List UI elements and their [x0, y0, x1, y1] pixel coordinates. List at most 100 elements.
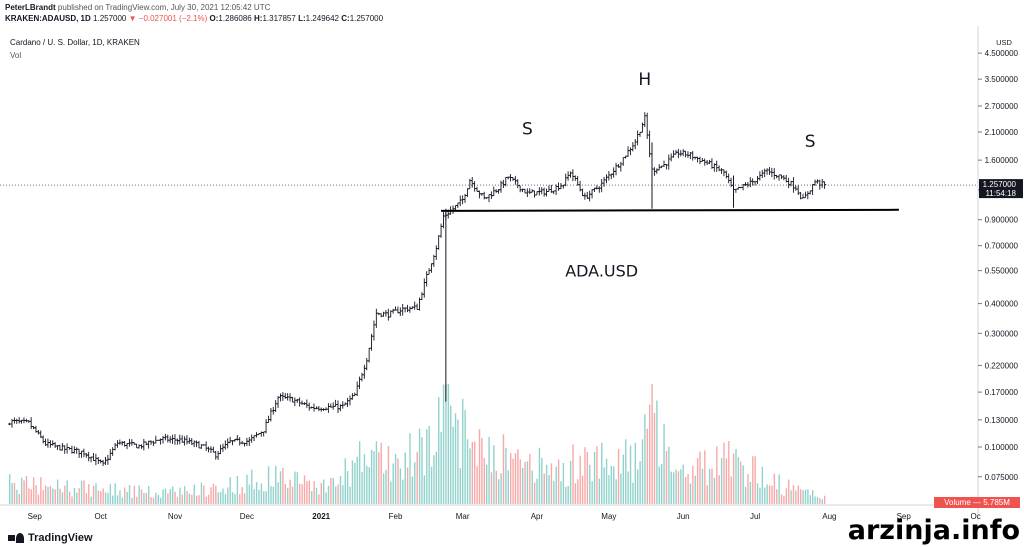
volume-bar	[260, 483, 263, 504]
volume-bar	[358, 441, 361, 504]
volume-bar	[229, 477, 231, 504]
ohlc-bar	[532, 190, 537, 198]
ohlc-bar	[564, 173, 568, 187]
volume-bar	[653, 412, 656, 504]
volume-bar	[452, 426, 454, 504]
volume-bar	[637, 469, 639, 504]
volume-bar	[136, 496, 138, 504]
ohlc-bar	[727, 173, 731, 184]
x-tick-label: Sep	[28, 512, 43, 521]
volume-bar	[227, 487, 229, 504]
ohlc-bar	[662, 160, 666, 168]
ohlc-bar	[147, 440, 151, 449]
ohlc-bar	[298, 397, 302, 407]
volume-bar	[816, 497, 819, 504]
ohlc-bar	[456, 202, 460, 209]
ohlc-bar	[763, 168, 767, 178]
volume-bar	[356, 456, 358, 504]
tradingview-logo[interactable]: TradingView	[8, 532, 93, 544]
ohlc-bar	[283, 393, 287, 399]
ohlc-bar	[206, 446, 211, 453]
volume-bar	[780, 494, 783, 504]
volume-bar	[500, 473, 502, 504]
volume-bar	[771, 485, 773, 504]
volume-bar	[411, 476, 414, 504]
volume-bar	[236, 475, 239, 504]
ohlc-bar	[676, 148, 680, 159]
volume-bar	[613, 466, 615, 504]
volume-bar	[423, 475, 426, 504]
volume-bar	[85, 493, 88, 504]
volume-bar	[699, 451, 701, 504]
y-tick-label: 2.700000	[985, 102, 1019, 111]
volume-bar	[18, 493, 20, 504]
volume-bar	[718, 475, 720, 504]
volume-bar	[246, 474, 248, 504]
ohlc-bar	[345, 397, 350, 408]
ohlc-bar	[166, 434, 170, 443]
volume-bar	[658, 466, 660, 504]
x-tick-label: Oc	[970, 512, 980, 521]
ohlc-bar	[590, 189, 594, 199]
ohlc-bar	[681, 149, 685, 157]
volume-bar	[390, 481, 392, 504]
y-tick-label: 0.700000	[985, 242, 1019, 251]
volume-bar	[809, 495, 812, 504]
volume-bar	[169, 489, 171, 504]
ohlc-bar	[612, 167, 616, 178]
volume-bar	[629, 445, 632, 504]
volume-bar	[617, 449, 620, 504]
volume-bar	[248, 484, 251, 504]
ohlc-bar	[396, 306, 400, 314]
volume-bar	[88, 484, 90, 504]
ohlc-bar	[405, 304, 410, 313]
volume-bar	[183, 486, 186, 504]
volume-bar	[454, 413, 457, 504]
volume-bar	[433, 455, 435, 504]
volume-bar	[406, 467, 409, 504]
volume-bar	[255, 482, 258, 504]
ohlc-bar	[178, 434, 182, 445]
volume-bar	[823, 495, 826, 504]
volume-bar	[282, 467, 284, 504]
y-tick-label: 0.300000	[985, 329, 1019, 338]
volume-bar	[665, 451, 668, 504]
ohlc-bar	[473, 181, 477, 192]
volume-bar	[104, 492, 107, 504]
ohlc-bar	[360, 372, 364, 382]
volume-bar	[687, 474, 689, 504]
volume-bar	[267, 466, 270, 504]
ohlc-bar	[523, 188, 527, 194]
volume-bar	[569, 460, 572, 504]
volume-bar	[660, 464, 663, 504]
ohlc-bar	[633, 139, 637, 150]
volume-bar	[195, 495, 198, 504]
volume-tag	[934, 497, 1020, 508]
volume-bar	[361, 472, 363, 504]
volume-bar	[301, 484, 303, 504]
ticker-annotation: ADA.USD	[565, 261, 638, 280]
volume-bar	[231, 492, 234, 504]
ohlc-bar	[631, 142, 635, 152]
volume-bar	[354, 462, 356, 504]
ohlc-bar	[815, 179, 819, 184]
volume-bar	[701, 468, 704, 504]
volume-bar	[92, 485, 95, 504]
ohlc-bar	[218, 444, 223, 455]
ohlc-bar	[540, 187, 544, 195]
volume-bar	[418, 428, 421, 504]
volume-bar	[318, 494, 320, 504]
ohlc-bar	[566, 171, 570, 181]
volume-bar	[668, 446, 670, 504]
ohlc-bar	[41, 435, 45, 444]
ohlc-bar	[535, 191, 539, 196]
ohlc-bar	[626, 146, 630, 157]
volume-bar	[680, 469, 682, 504]
x-tick-label: May	[601, 512, 616, 521]
ohlc-bar	[621, 157, 625, 166]
volume-bar	[581, 475, 584, 504]
x-tick-label: Aug	[822, 512, 836, 521]
ohlc-bar	[595, 185, 599, 190]
volume-bar	[219, 492, 222, 504]
